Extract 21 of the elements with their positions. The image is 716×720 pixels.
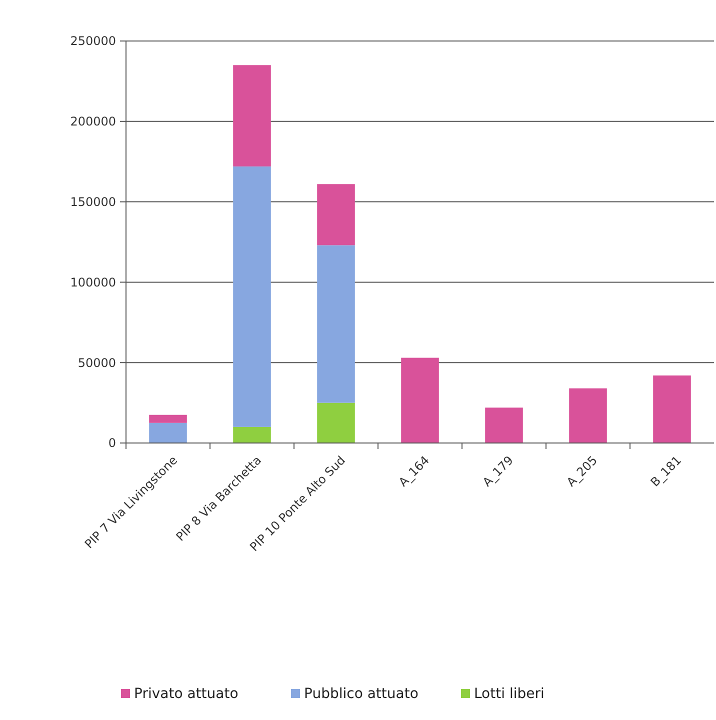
bar xyxy=(569,388,607,443)
legend-label: Privato attuato xyxy=(134,686,238,702)
bar xyxy=(317,402,355,443)
bar xyxy=(233,426,271,443)
y-tick-label: 150000 xyxy=(70,195,116,209)
bar xyxy=(317,184,355,246)
legend-label: Pubblico attuato xyxy=(304,686,418,702)
bar xyxy=(401,358,439,443)
y-tick-label: 100000 xyxy=(70,275,116,290)
bar xyxy=(485,408,523,443)
bar xyxy=(317,245,355,403)
y-tick-label: 200000 xyxy=(70,114,116,129)
bar xyxy=(233,65,271,166)
bar xyxy=(149,414,187,423)
y-tick-label: 0 xyxy=(108,436,116,450)
bar xyxy=(233,166,271,427)
bar xyxy=(653,375,691,443)
y-tick-label: 250000 xyxy=(70,34,116,48)
bar xyxy=(149,422,187,443)
y-tick-label: 50000 xyxy=(78,356,116,370)
legend-label: Lotti liberi xyxy=(474,686,544,702)
